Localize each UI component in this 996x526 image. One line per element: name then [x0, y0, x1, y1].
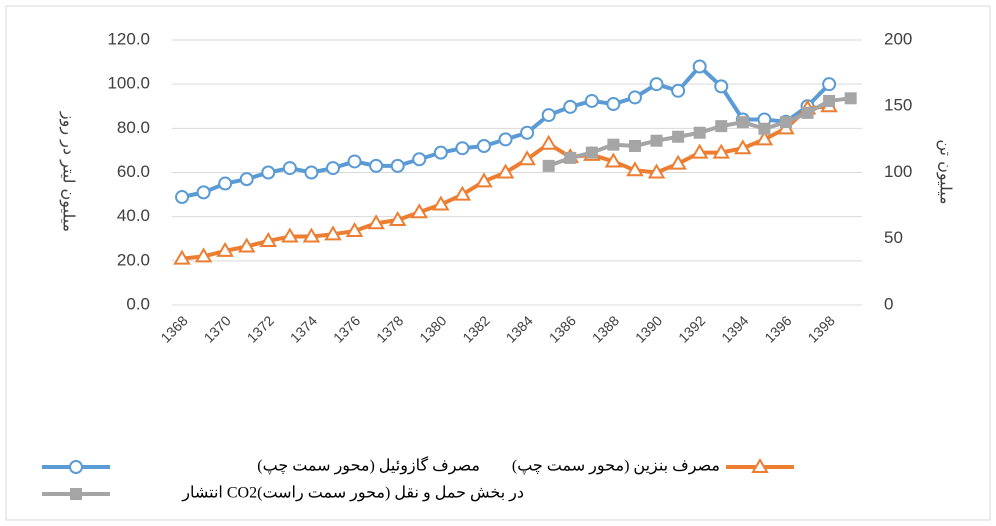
data-point [475, 172, 493, 188]
data-point [520, 125, 535, 140]
legend-label: انتشار CO2در بخش حمل و نقل (محور سمت راس… [181, 485, 524, 502]
data-point [196, 185, 211, 200]
legend-marker [751, 458, 769, 473]
data-point [498, 132, 513, 147]
data-point [822, 77, 837, 92]
data-point [627, 90, 642, 105]
data-point [755, 130, 774, 146]
data-point [606, 97, 621, 112]
data-point [412, 152, 427, 167]
data-point [390, 158, 405, 173]
y2-tick-label: 0 [884, 294, 893, 313]
data-point [650, 134, 663, 147]
y2-tick-label: 100 [884, 162, 912, 181]
legend-label: مصرف بنزین (محور سمت چپ) [512, 458, 720, 475]
y-tick-label: 40.0 [117, 206, 150, 225]
data-point [433, 145, 448, 160]
data-point [584, 93, 599, 108]
data-point [175, 190, 189, 205]
data-point [564, 151, 577, 164]
legend-label: مصرف گازوئیل (محور سمت چپ) [257, 456, 480, 475]
data-point [453, 185, 472, 201]
y-tick-label: 0.0 [126, 294, 150, 313]
data-point [369, 158, 384, 173]
data-point [367, 214, 385, 230]
data-point [281, 227, 299, 243]
data-point [693, 126, 706, 139]
y-tick-label: 20.0 [117, 250, 150, 269]
data-point [325, 161, 340, 176]
data-point [324, 225, 342, 241]
data-point [758, 122, 771, 135]
data-point [715, 120, 728, 133]
data-point [259, 231, 278, 247]
data-point [239, 172, 254, 187]
data-point [173, 249, 191, 265]
y-tick-label: 60.0 [117, 162, 150, 181]
data-point [714, 79, 729, 94]
data-point [647, 163, 666, 179]
data-point [542, 159, 555, 172]
y2-tick-label: 200 [884, 29, 912, 48]
data-point [628, 140, 641, 152]
y2-axis-title: میلیون تن [936, 139, 956, 204]
data-point [672, 130, 685, 143]
data-point [604, 152, 623, 168]
chart-frame [5, 5, 991, 521]
data-point [237, 237, 256, 253]
data-point [539, 134, 558, 150]
legend-marker [70, 488, 82, 500]
data-point [261, 165, 276, 180]
data-point [734, 139, 752, 155]
data-point [218, 176, 233, 191]
data-point [669, 154, 687, 170]
y-tick-label: 80.0 [117, 118, 150, 137]
data-point [432, 195, 450, 211]
data-point [345, 222, 364, 238]
y-axis-title: میلیون لیتر در روز [59, 111, 79, 232]
data-point [692, 59, 707, 74]
data-point [541, 108, 556, 123]
data-point [302, 227, 321, 243]
data-point [496, 163, 515, 179]
data-point [455, 141, 470, 156]
data-point [779, 116, 792, 129]
data-point [410, 203, 429, 219]
y2-tick-label: 150 [884, 96, 912, 115]
data-point [801, 106, 814, 119]
data-point [518, 150, 536, 166]
data-point [823, 94, 836, 107]
data-point [563, 99, 578, 114]
data-point [712, 143, 730, 159]
data-point [844, 92, 857, 105]
data-point [607, 138, 620, 151]
data-point [626, 161, 644, 177]
data-point [282, 161, 297, 176]
y-tick-label: 120.0 [107, 29, 150, 48]
data-point [476, 139, 491, 153]
data-point [649, 77, 664, 92]
data-point [347, 154, 362, 169]
data-point [304, 165, 319, 180]
data-point [216, 241, 234, 257]
data-point [388, 210, 407, 226]
data-point [736, 116, 749, 129]
y-tick-label: 100.0 [107, 74, 150, 93]
data-point [690, 143, 709, 159]
y2-tick-label: 50 [884, 228, 903, 247]
data-point [585, 146, 598, 159]
data-point [671, 83, 686, 98]
legend-marker [69, 460, 83, 474]
data-point [194, 247, 213, 263]
